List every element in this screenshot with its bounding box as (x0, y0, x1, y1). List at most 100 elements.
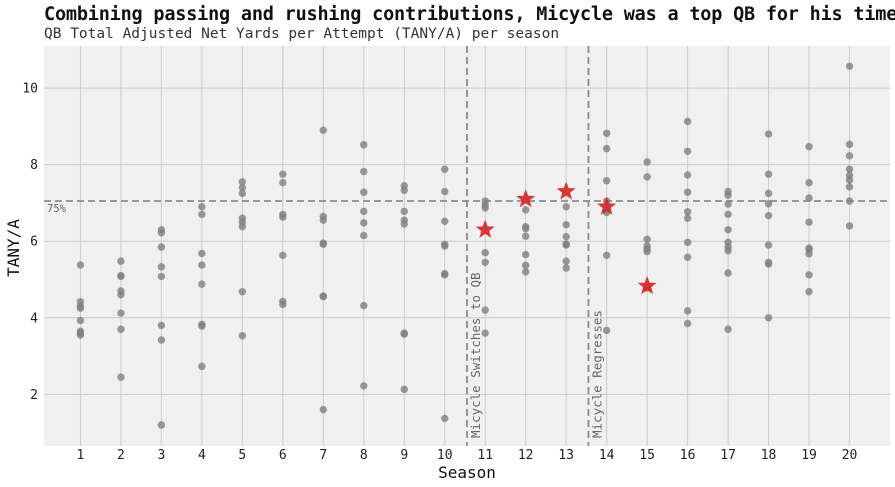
data-point (76, 331, 85, 339)
data-point (481, 306, 489, 314)
data-point (441, 242, 449, 250)
data-point (198, 280, 206, 288)
data-point (441, 217, 449, 226)
data-point (521, 206, 530, 214)
data-point (157, 229, 166, 237)
data-point (400, 220, 408, 228)
data-point (279, 213, 287, 221)
data-point (238, 222, 247, 231)
data-point (117, 309, 125, 317)
data-point (400, 207, 408, 216)
data-point (602, 129, 611, 137)
data-point (157, 321, 166, 330)
data-point (602, 251, 611, 260)
data-point (845, 165, 854, 173)
data-point (441, 165, 449, 173)
x-tick-label: 4 (198, 448, 206, 463)
data-point (76, 304, 85, 312)
reference-lines: 75% Micycle Switches to QB Micycle Regress… (44, 46, 890, 446)
data-point (157, 263, 166, 271)
x-tick-label: 7 (319, 448, 327, 463)
data-point (481, 258, 489, 266)
data-point (198, 210, 206, 219)
data-point (238, 288, 247, 296)
data-point (683, 253, 692, 261)
x-tick-label: 2 (117, 448, 125, 463)
data-point (683, 307, 692, 315)
y-tick-label: 6 (30, 235, 38, 250)
data-point (805, 178, 813, 187)
data-point (683, 171, 692, 179)
data-point (481, 204, 489, 212)
y-axis-label: TANY/A (4, 219, 23, 277)
star-point (637, 276, 657, 295)
y-tick-label: 8 (30, 158, 38, 173)
data-point (643, 173, 651, 181)
data-point (845, 140, 854, 149)
x-axis-label: Season (438, 463, 496, 482)
data-point (602, 326, 611, 335)
data-point (764, 211, 773, 220)
data-point (764, 200, 773, 208)
y-tick-label: 4 (30, 311, 38, 326)
x-tick-label: 1 (77, 448, 85, 463)
x-tick-label: 16 (680, 448, 696, 463)
data-point (360, 188, 368, 196)
data-point (400, 330, 408, 338)
data-point (562, 203, 570, 211)
x-tick-label: 18 (761, 448, 777, 463)
data-point (360, 141, 368, 149)
data-point (360, 231, 368, 240)
data-point (319, 240, 328, 248)
data-point (764, 314, 773, 322)
data-point (683, 238, 692, 247)
data-point (441, 414, 449, 423)
vertical-line-label: Micycle Regresses (589, 310, 604, 438)
data-point (238, 332, 247, 340)
star-point (597, 196, 617, 215)
data-point (157, 421, 166, 429)
data-point (764, 241, 773, 249)
data-point (724, 200, 732, 208)
data-point (562, 257, 570, 265)
data-point (562, 241, 570, 249)
data-point (157, 336, 166, 344)
data-point (279, 178, 287, 187)
data-point (521, 224, 530, 233)
x-tick-label: 13 (558, 448, 574, 463)
data-point (279, 170, 287, 178)
data-point (602, 177, 611, 185)
data-point (76, 261, 85, 269)
data-point (117, 325, 125, 333)
data-point (360, 207, 368, 216)
data-point (157, 243, 166, 251)
data-point (76, 316, 85, 325)
data-point (805, 194, 813, 202)
data-point (198, 362, 206, 371)
data-point (198, 203, 206, 211)
data-point (764, 189, 773, 198)
y-tick-label: 10 (22, 82, 38, 97)
data-point (521, 268, 530, 276)
data-point (724, 325, 732, 333)
x-tick-label: 8 (360, 448, 368, 463)
data-point (683, 208, 692, 216)
data-point (360, 167, 368, 176)
data-point (724, 191, 732, 199)
data-point (683, 214, 692, 222)
data-point (521, 232, 530, 240)
data-point (117, 373, 125, 381)
data-point (845, 62, 854, 70)
data-point (400, 186, 408, 195)
x-tick-label: 14 (599, 448, 615, 463)
data-point (198, 322, 206, 330)
data-point (845, 176, 854, 184)
data-point (562, 232, 570, 241)
x-tick-label: 12 (518, 448, 534, 463)
data-point (845, 222, 854, 230)
data-point (521, 261, 530, 270)
star-point (556, 181, 576, 200)
reference-line-label: 75% (47, 203, 67, 215)
data-point (724, 247, 732, 255)
data-point (481, 329, 489, 337)
